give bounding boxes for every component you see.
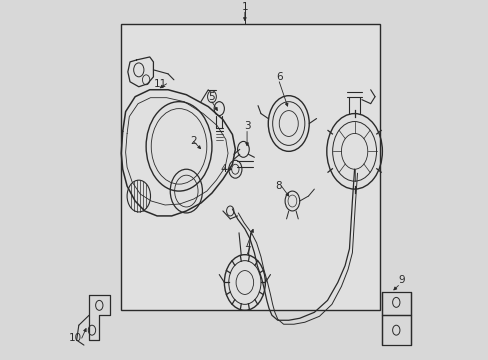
Text: 3: 3: [243, 121, 250, 131]
Text: 9: 9: [398, 275, 404, 285]
Text: 5: 5: [208, 92, 215, 102]
Text: 8: 8: [274, 181, 281, 191]
Text: 11: 11: [153, 79, 166, 89]
Text: 10: 10: [68, 333, 81, 343]
Text: 6: 6: [275, 72, 282, 82]
Text: 7: 7: [243, 246, 250, 256]
Bar: [120, 24, 379, 310]
Text: 2: 2: [190, 136, 197, 147]
Text: 1: 1: [241, 2, 248, 12]
Text: 4: 4: [220, 164, 226, 174]
